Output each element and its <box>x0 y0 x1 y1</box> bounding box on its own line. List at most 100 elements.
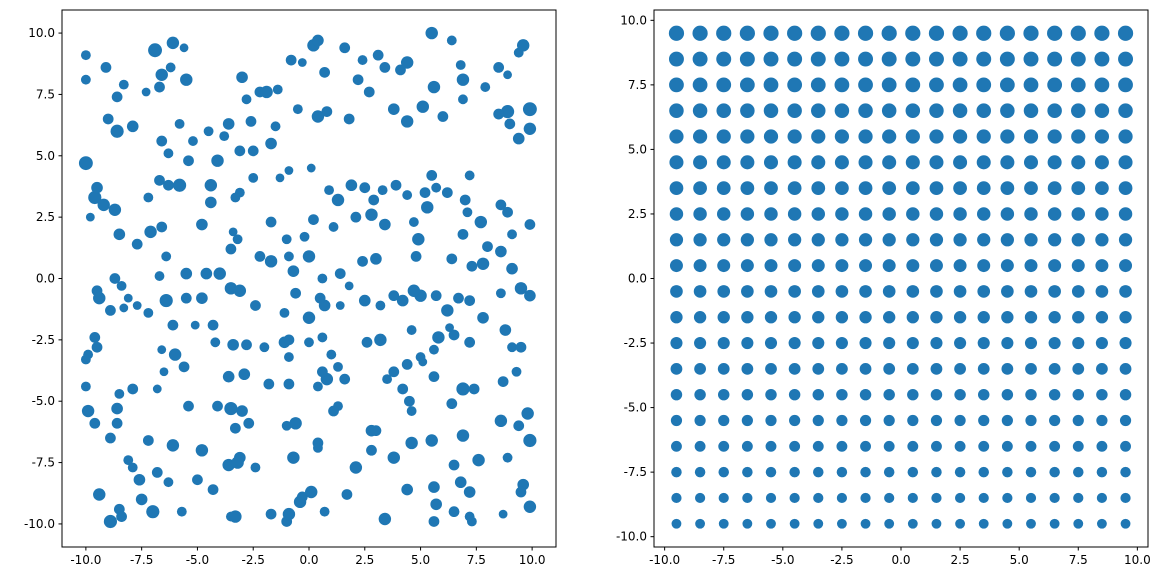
point <box>1048 336 1061 350</box>
point <box>812 388 824 401</box>
point <box>788 259 802 273</box>
point <box>788 362 801 375</box>
point <box>1096 388 1108 401</box>
point <box>1000 233 1014 247</box>
y-tick-label: 10.0 <box>28 26 55 40</box>
point <box>834 103 850 118</box>
point <box>378 512 392 526</box>
point <box>468 383 480 395</box>
point <box>103 514 118 529</box>
point <box>265 216 277 228</box>
point <box>717 285 731 298</box>
point <box>810 77 826 93</box>
point <box>741 362 754 375</box>
point <box>883 388 895 401</box>
point <box>931 466 942 478</box>
point <box>1118 129 1133 144</box>
point <box>456 382 470 396</box>
point <box>357 55 368 65</box>
point <box>789 466 800 478</box>
point <box>270 121 281 132</box>
point <box>313 442 323 453</box>
point <box>765 492 777 504</box>
point <box>978 518 989 529</box>
point <box>883 414 895 427</box>
point <box>339 42 351 54</box>
point <box>428 481 440 493</box>
point <box>156 135 168 147</box>
point <box>1073 492 1084 504</box>
point <box>1001 414 1013 427</box>
point <box>1025 362 1037 375</box>
point <box>977 336 990 350</box>
point <box>670 362 683 375</box>
point <box>740 207 755 221</box>
point <box>400 115 414 128</box>
point <box>401 483 413 496</box>
point <box>349 461 363 474</box>
point <box>1049 518 1060 529</box>
point <box>716 103 731 118</box>
point <box>881 77 897 93</box>
point <box>1095 233 1109 247</box>
point <box>457 228 469 240</box>
point <box>180 73 193 86</box>
point <box>494 414 508 428</box>
x-tick-label: 7.5 <box>467 553 486 567</box>
point <box>907 466 919 478</box>
point <box>952 25 968 41</box>
point <box>167 319 179 331</box>
point <box>412 233 425 246</box>
point <box>671 518 682 529</box>
point <box>928 25 945 41</box>
point <box>299 231 310 242</box>
point <box>881 25 897 41</box>
point <box>154 81 165 93</box>
point <box>1024 259 1038 273</box>
point <box>339 373 351 385</box>
point <box>929 155 944 170</box>
point <box>813 466 824 478</box>
point <box>836 466 848 478</box>
point <box>1095 181 1109 196</box>
x-tick-label: -2.5 <box>830 553 853 567</box>
point <box>1047 207 1062 221</box>
point <box>163 148 174 159</box>
point <box>812 311 825 324</box>
point <box>458 94 468 105</box>
point <box>740 233 754 247</box>
point <box>883 440 895 452</box>
point <box>516 39 530 52</box>
point <box>1119 259 1133 273</box>
point <box>836 518 847 529</box>
point <box>284 251 294 262</box>
point <box>446 398 458 410</box>
point <box>344 281 354 291</box>
point <box>1047 129 1062 144</box>
point <box>229 510 242 523</box>
point <box>952 77 968 93</box>
point <box>503 70 512 80</box>
point <box>764 181 778 196</box>
point <box>247 145 259 157</box>
point <box>811 129 826 144</box>
point <box>766 518 776 529</box>
point <box>133 473 146 486</box>
point <box>91 181 103 194</box>
point <box>281 420 292 431</box>
point <box>78 156 93 171</box>
point <box>1095 285 1109 298</box>
point <box>232 234 243 245</box>
point <box>764 285 778 298</box>
point <box>265 508 277 520</box>
point <box>1118 103 1133 118</box>
point <box>693 207 707 221</box>
point <box>907 518 918 529</box>
point <box>669 233 684 247</box>
point <box>787 103 802 118</box>
y-tick-label: 5.0 <box>36 149 55 163</box>
point <box>375 300 386 311</box>
point <box>789 440 801 452</box>
point <box>834 155 849 170</box>
point <box>787 181 802 196</box>
